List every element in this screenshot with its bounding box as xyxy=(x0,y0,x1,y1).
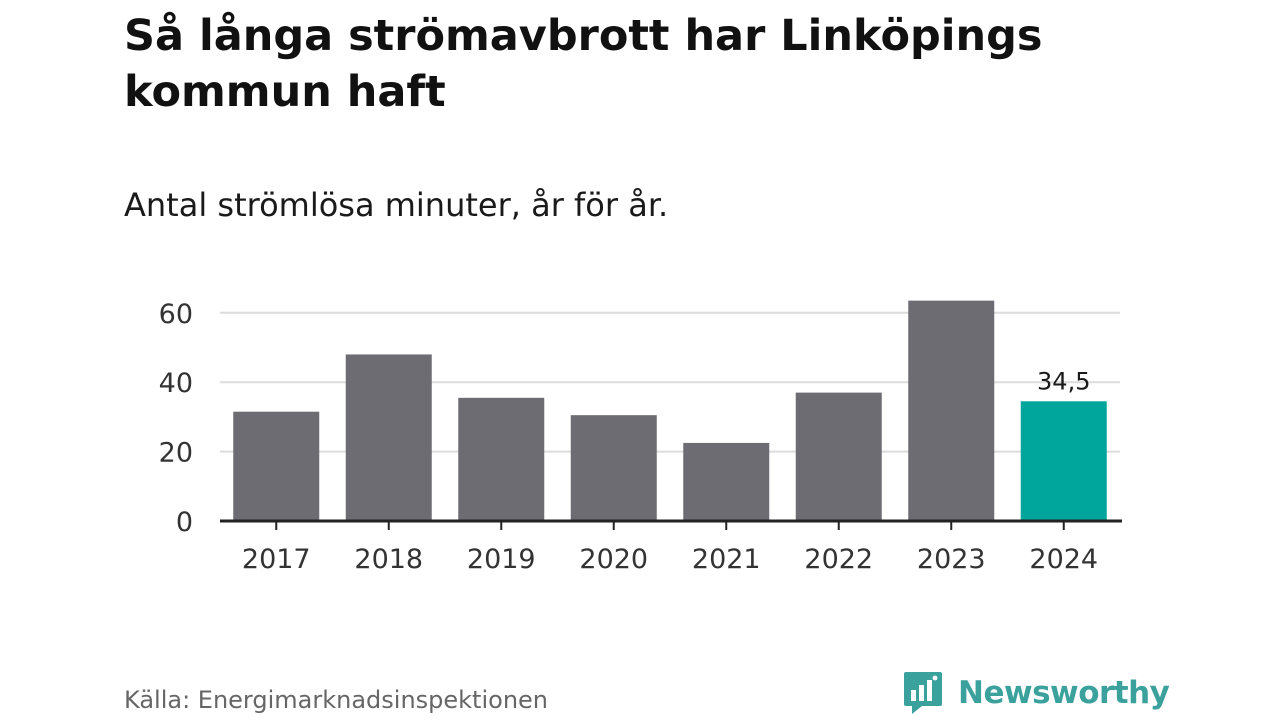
chart-subtitle: Antal strömlösa minuter, år för år. xyxy=(124,186,669,224)
bar-2019 xyxy=(458,397,545,521)
bar-2018 xyxy=(345,354,432,521)
y-tick-label: 20 xyxy=(159,438,193,469)
x-tick-label: 2017 xyxy=(242,544,311,575)
bar-2021 xyxy=(683,442,770,521)
brand-logo: Newsworthy xyxy=(902,670,1170,716)
chart-title: Så långa strömavbrott har Linköpings kom… xyxy=(124,11,1043,117)
data-label: 34,5 xyxy=(1037,367,1090,395)
y-tick-label: 60 xyxy=(159,299,193,330)
bar-2017 xyxy=(233,411,320,521)
x-tick-label: 2024 xyxy=(1029,544,1098,575)
x-tick-label: 2019 xyxy=(467,544,536,575)
speech-bubble-bar-chart-icon xyxy=(904,672,942,714)
brand-name: Newsworthy xyxy=(958,675,1170,711)
x-tick-label: 2023 xyxy=(917,544,986,575)
bar-2022 xyxy=(795,392,882,521)
x-tick-label: 2021 xyxy=(692,544,761,575)
x-tick-label: 2020 xyxy=(579,544,648,575)
y-tick-label: 40 xyxy=(159,368,193,399)
source-note: Källa: Energimarknadsinspektionen xyxy=(124,686,549,714)
bar-2023 xyxy=(908,300,995,521)
y-tick-label: 0 xyxy=(176,507,193,538)
x-tick-label: 2022 xyxy=(804,544,873,575)
bar-2020 xyxy=(570,415,657,521)
x-tick-label: 2018 xyxy=(354,544,423,575)
bar-2024 xyxy=(1020,401,1107,521)
